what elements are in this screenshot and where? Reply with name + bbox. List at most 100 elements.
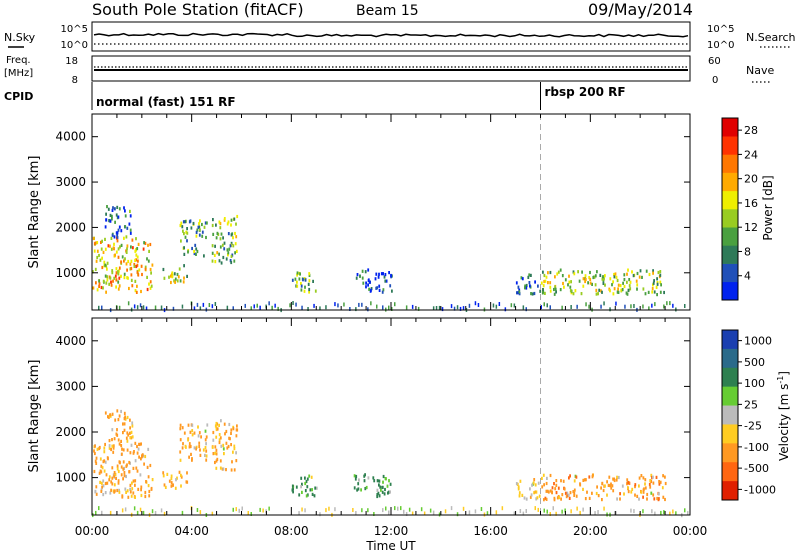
- power-echo-cell: [544, 279, 547, 283]
- velocity-echo-cell: [198, 431, 201, 435]
- velocity-echo-cell: [108, 475, 111, 479]
- velocity-ground-scatter-cell: [615, 511, 617, 516]
- power-echo-cell: [355, 276, 358, 280]
- power-echo-cell: [182, 220, 185, 224]
- velocity-echo-cell: [604, 484, 606, 488]
- velocity-ground-scatter-cell: [109, 510, 112, 515]
- velocity-echo-cell: [102, 493, 105, 497]
- velocity-echo-cell: [140, 485, 143, 489]
- velocity-ground-scatter-cell: [98, 506, 100, 511]
- velocity-echo-cell: [205, 449, 208, 453]
- power-echo-cell: [645, 269, 648, 273]
- velocity-echo-cell: [102, 479, 105, 483]
- power-ground-scatter-cell: [370, 301, 372, 306]
- velocity-echo-cell: [384, 477, 387, 481]
- power-echo-cell: [580, 292, 583, 296]
- velocity-echo-cell: [235, 459, 238, 463]
- power-echo-cell: [118, 266, 121, 270]
- power-echo-cell: [171, 271, 174, 275]
- power-echo-cell: [203, 254, 205, 258]
- velocity-echo-cell: [120, 444, 123, 448]
- power-echo-cell: [617, 283, 620, 287]
- velocity-echo-cell: [555, 479, 558, 483]
- power-colorbar: 4 8 12 16 20 24 28: [721, 117, 758, 301]
- velocity-echo-cell: [638, 484, 640, 488]
- velocity-echo-cell: [230, 428, 233, 432]
- power-echo-cell: [653, 290, 656, 294]
- velocity-ground-scatter-cell: [630, 508, 632, 513]
- power-echo-cell: [547, 281, 549, 285]
- power-echo-cell: [180, 239, 182, 243]
- power-echo-cell: [308, 273, 311, 277]
- velocity-echo-cell: [233, 444, 236, 448]
- power-echo-cell: [291, 278, 294, 282]
- velocity-echo-cell: [111, 438, 113, 442]
- power-echo-cell: [232, 236, 234, 240]
- velocity-echo-cell: [230, 468, 233, 472]
- velocity-ground-scatter-cell: [95, 510, 97, 515]
- velocity-echo-cell: [137, 447, 140, 451]
- power-echo-cell: [655, 285, 658, 289]
- velocity-echo-cell: [315, 486, 318, 490]
- velocity-echo-cell: [150, 487, 153, 491]
- power-echo-cell: [564, 278, 567, 282]
- power-echo-cell: [218, 220, 221, 224]
- velocity-echo-cell: [110, 488, 112, 492]
- power-echo-cell: [534, 280, 536, 284]
- power-echo-cell: [294, 277, 297, 281]
- velocity-ground-scatter-cell: [142, 510, 145, 515]
- power-echo-cell: [126, 268, 128, 272]
- velocity-echo-cell: [183, 431, 186, 435]
- power-echo-cell: [114, 253, 116, 257]
- power-echo-cell: [367, 268, 370, 272]
- power-echo-cell: [120, 260, 122, 264]
- power-ground-scatter-cell: [546, 303, 548, 308]
- power-echo-cell: [225, 257, 228, 261]
- velocity-ground-scatter-cell: [576, 506, 578, 511]
- power-ground-scatter-cell: [510, 303, 513, 308]
- velocity-echo-cell: [218, 433, 221, 437]
- power-colorbar-tick-label: 12: [744, 221, 758, 234]
- velocity-echo-cell: [608, 475, 611, 479]
- velocity-echo-cell: [204, 438, 207, 442]
- velocity-echo-cell: [189, 430, 192, 434]
- power-echo-cell: [314, 289, 317, 293]
- power-echo-cell: [597, 292, 599, 296]
- velocity-echo-cell: [140, 488, 142, 492]
- velocity-echo-cell: [134, 479, 137, 483]
- power-echo-cell: [529, 284, 531, 288]
- power-echo-cell: [641, 275, 643, 279]
- velocity-echo-cell: [376, 493, 379, 497]
- power-echo-cell: [229, 244, 232, 248]
- velocity-ground-scatter-cell: [432, 510, 435, 515]
- velocity-echo-cell: [230, 431, 232, 435]
- power-echo-cell: [144, 241, 147, 245]
- velocity-ground-scatter-cell: [444, 509, 447, 514]
- velocity-echo-cell: [148, 494, 151, 498]
- freq-left-tick-top: 18: [65, 56, 78, 67]
- velocity-echo-cell: [211, 445, 214, 449]
- velocity-echo-cell: [126, 439, 129, 443]
- power-echo-cell: [116, 231, 119, 235]
- power-echo-cell: [530, 273, 532, 277]
- velocity-echo-cell: [363, 474, 366, 478]
- velocity-ground-scatter-cell: [669, 511, 671, 516]
- power-echo-cell: [227, 251, 230, 255]
- velocity-echo-cell: [179, 458, 182, 462]
- power-echo-cell: [117, 280, 120, 284]
- power-echo-cell: [612, 292, 615, 296]
- velocity-echo-cell: [96, 447, 99, 451]
- velocity-echo-cell: [523, 496, 526, 500]
- power-echo-cell: [545, 275, 548, 279]
- velocity-echo-cell: [313, 494, 316, 498]
- power-ground-scatter-cell: [394, 302, 396, 307]
- power-echo-cell: [235, 235, 238, 239]
- velocity-echo-cell: [170, 481, 173, 485]
- velocity-echo-cell: [616, 497, 618, 501]
- power-ground-scatter-cell: [462, 306, 465, 311]
- velocity-echo-cell: [358, 478, 360, 482]
- velocity-echo-cell: [354, 477, 357, 481]
- power-echo-cell: [300, 288, 303, 292]
- velocity-echo-cell: [197, 434, 200, 438]
